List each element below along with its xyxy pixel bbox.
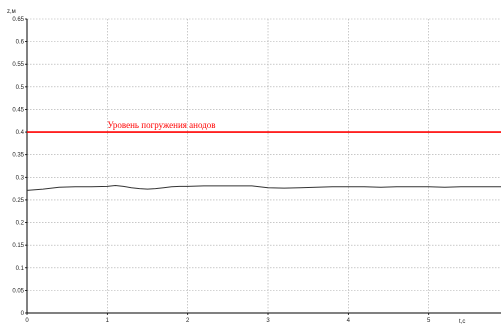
y-tick-labels: 0 0.05 0.1 0.15 0.2 0.25 0.3 0.35 0.4 0.45 0.5 0.55… — [12, 17, 27, 317]
y-tick-label: 0.65 — [12, 17, 24, 23]
y-tick-label: 0.35 — [12, 153, 24, 159]
y-tick-label: 0.3 — [16, 175, 25, 181]
plot-background — [27, 19, 501, 313]
y-axis-label: z,м — [7, 9, 16, 15]
x-tick-label: 2 — [186, 318, 190, 324]
y-tick-label: 0.1 — [16, 266, 25, 272]
x-tick-label: 5 — [427, 318, 431, 324]
y-tick-label: 0.25 — [12, 198, 24, 204]
y-tick-label: 0.05 — [12, 288, 24, 294]
anode-immersion-level-label: Уровень погружения анодов — [107, 120, 215, 130]
series-group — [26, 184, 501, 191]
axes — [26, 19, 501, 314]
y-tick-label: 0.5 — [16, 85, 25, 91]
x-axis-label: t,c — [459, 319, 465, 325]
x-tick-label: 4 — [347, 318, 351, 324]
y-tick-label: 0 — [21, 311, 25, 317]
x-tick-label: 1 — [106, 318, 110, 324]
x-tick-label: 3 — [266, 318, 270, 324]
y-tick-label: 0.15 — [12, 243, 24, 249]
annotation-group: Уровень погружения анодов — [27, 120, 501, 133]
x-tick-labels: 0 1 2 3 4 5 — [25, 313, 431, 324]
series-line-0 — [26, 184, 501, 191]
y-tick-label: 0.45 — [12, 107, 24, 113]
y-tick-label: 0.4 — [16, 130, 25, 136]
y-tick-label: 0.2 — [16, 221, 25, 227]
y-tick-label: 0.55 — [12, 62, 24, 68]
x-tick-label: 0 — [25, 318, 29, 324]
y-tick-label: 0.6 — [16, 40, 25, 46]
